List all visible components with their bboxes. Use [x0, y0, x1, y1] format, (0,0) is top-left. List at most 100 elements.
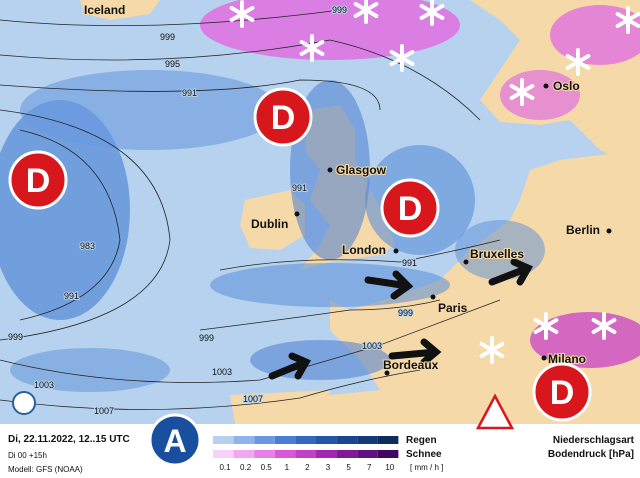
scale-label: 10 [385, 463, 394, 472]
snow-swatch [377, 450, 399, 458]
rain-swatch [213, 436, 234, 444]
snow-label: Schnee [406, 449, 442, 460]
cities-part [430, 294, 436, 300]
isobar-label: 999 [160, 32, 175, 42]
scale-label: 3 [326, 463, 331, 472]
snow-swatch [336, 450, 358, 458]
snowflake [591, 312, 617, 340]
isobar-label: 991 [182, 88, 197, 98]
legend-part [12, 391, 36, 415]
city-label: Dublin [251, 217, 288, 231]
rain-swatch [254, 436, 275, 444]
low-label: D [271, 99, 296, 137]
isobar-lines-part [219, 239, 501, 271]
pressure-centers-part [532, 362, 592, 422]
isobar-label: 991 [64, 291, 79, 301]
isobar-label: 1007 [94, 406, 114, 416]
pressure-centers-part [253, 87, 313, 147]
wind-arrows-part [364, 270, 414, 300]
snowflake-arm [479, 342, 505, 358]
snowflake [353, 0, 379, 24]
pressure-centers-part [380, 178, 440, 238]
map-background-part [230, 390, 330, 424]
city-label: Berlin [566, 223, 600, 237]
low-label: D [26, 162, 51, 200]
city-label: Iceland [84, 3, 125, 17]
cities-part [606, 228, 612, 234]
high-label: A [163, 423, 186, 459]
isobar-lines-part [19, 129, 121, 321]
isobar-label: 995 [165, 59, 180, 69]
isobar-label: 991 [402, 258, 417, 268]
isobar-label: 999 [332, 5, 347, 15]
cities-part [384, 370, 390, 376]
rain-label: Regen [406, 435, 437, 446]
snow-swatch [295, 450, 316, 458]
rain-swatch [336, 436, 358, 444]
rain-swatch [233, 436, 255, 444]
scale-label: 5 [346, 463, 351, 472]
precipitation-part [10, 348, 170, 392]
snowflake [419, 0, 445, 26]
low-label: D [550, 374, 575, 412]
run: Di 00 +15h [8, 451, 47, 460]
isobar-label: 1003 [362, 341, 382, 351]
snowflake-arm [299, 40, 325, 56]
snowflake [229, 0, 255, 28]
city-label: Oslo [553, 79, 580, 93]
precipitation-part [210, 263, 450, 307]
map-background-part [240, 190, 305, 250]
isobar-label: 991 [292, 183, 307, 193]
scale-label: 1 [285, 463, 290, 472]
precipitation-part [500, 70, 580, 120]
snowflake [299, 34, 325, 62]
scale-label: 0.2 [240, 463, 252, 472]
snowflake-arm [565, 54, 591, 70]
snowflake [565, 48, 591, 76]
cities-part [463, 259, 469, 265]
snowflake [509, 78, 535, 106]
scale-label: 0.5 [261, 463, 273, 472]
isobar-label: 1007 [243, 394, 263, 404]
precipitation-part [20, 70, 280, 150]
pressure-centers: D D D D [8, 87, 592, 422]
snow-symbols [229, 0, 640, 364]
snowflake [615, 6, 640, 34]
snowflake-arm [591, 318, 617, 334]
cities-part [294, 211, 300, 217]
snowflake-arm [509, 84, 535, 100]
cities: Iceland Oslo Glasgow Dublin London Bruxe… [83, 2, 612, 376]
rain-swatch [274, 436, 296, 444]
cities-part [327, 167, 333, 173]
snow-swatch [274, 450, 296, 458]
isobar-label: 999 [398, 308, 413, 318]
snowflake-arm [389, 50, 415, 66]
snow-swatch [316, 450, 337, 458]
map-background-part [80, 0, 160, 20]
snow-swatch [213, 450, 234, 458]
cities-part [541, 355, 547, 361]
isobar-lines-part [0, 79, 381, 111]
city-label: Glasgow [336, 163, 387, 177]
isobar-lines-part [0, 109, 171, 341]
scale-label: 7 [367, 463, 372, 472]
precipitation-part [200, 0, 460, 60]
snowflake [389, 44, 415, 72]
scale-label: 0.1 [219, 463, 231, 472]
legend: Di, 22.11.2022, 12..15 UTC Di 00 +15h Mo… [0, 391, 640, 478]
city-label: Bruxelles [470, 247, 524, 261]
scale-label: 2 [305, 463, 310, 472]
snow-swatch [357, 450, 378, 458]
city-label: Milano [548, 352, 586, 366]
wind-arrows-part [268, 352, 311, 380]
pressure-centers-part [8, 150, 68, 210]
precipitation-part [550, 5, 640, 65]
snow-swatch [254, 450, 275, 458]
wind-arrows [268, 258, 533, 380]
wind-arrows-part [488, 258, 533, 286]
rain-swatch [357, 436, 378, 444]
city-label: London [342, 243, 386, 257]
isobar-lines-part [0, 9, 341, 27]
date: Di, 22.11.2022, 12..15 UTC [8, 434, 130, 445]
